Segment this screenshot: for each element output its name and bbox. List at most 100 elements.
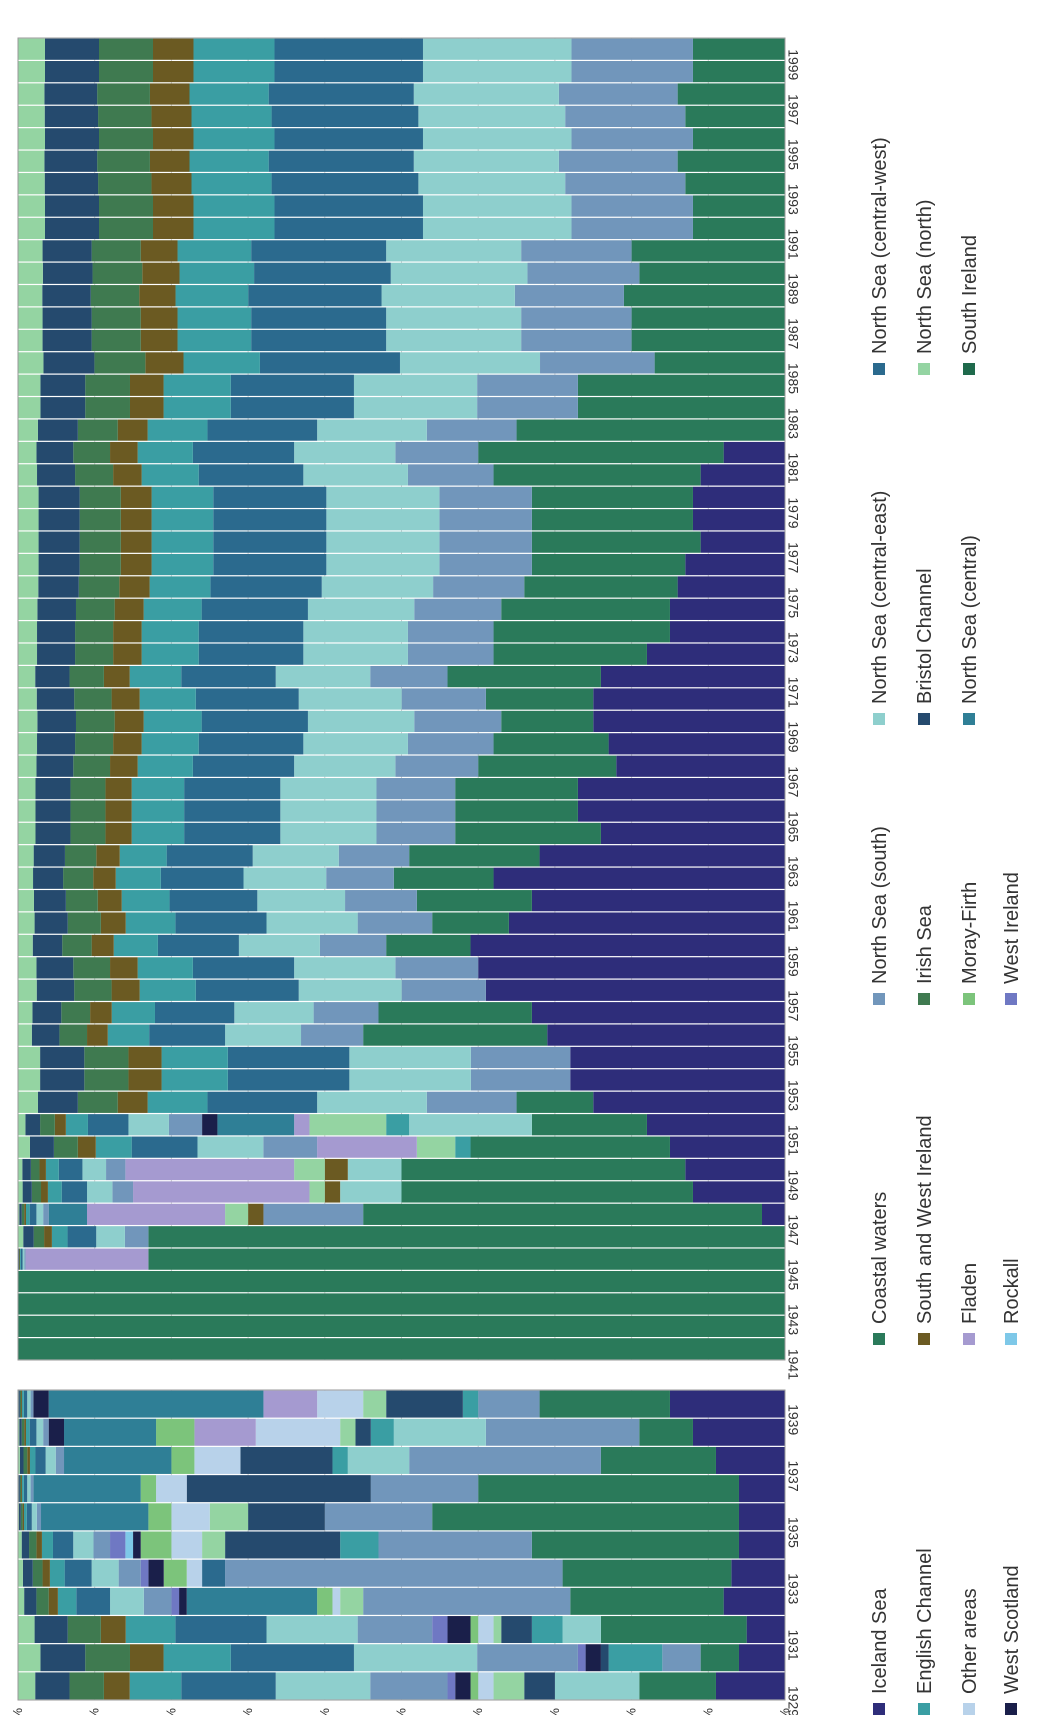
panel2-bar-1971 — [276, 666, 370, 687]
panel1-bar-1931 — [563, 1616, 601, 1643]
panel2-bar-1966 — [105, 778, 131, 799]
panel2-bar-1945 — [20, 1249, 21, 1270]
panel2-bar-1998 — [153, 61, 193, 82]
panel2-bar-1971 — [601, 666, 785, 687]
panel2-bar-1968 — [494, 733, 609, 754]
panel2-bar-1950 — [263, 1137, 317, 1158]
panel2-bar-1965 — [35, 800, 70, 821]
panel2-bar-1972 — [18, 644, 37, 665]
panel2-bar-1995 — [423, 128, 571, 149]
panel2-bar-1988 — [139, 285, 175, 306]
panel2-bar-1965 — [184, 800, 280, 821]
panel2-bar-1963 — [120, 845, 167, 866]
panel2-bar-1979 — [121, 487, 152, 508]
panel2-bar-1957 — [140, 980, 196, 1001]
panel2-bar-1953 — [84, 1069, 128, 1090]
panel2-bar-1963 — [253, 845, 339, 866]
panel2-bar-1985 — [540, 352, 655, 373]
panel2-bar-1978 — [693, 509, 785, 530]
panel1-bar-1938 — [156, 1419, 194, 1446]
panel2-bar-1972 — [408, 644, 494, 665]
panel2-bar-1978 — [439, 509, 532, 530]
panel2-bar-1964 — [184, 823, 280, 844]
panel2-bar-1958 — [36, 957, 73, 978]
x-tick-label: 1971 — [785, 677, 801, 708]
panel2-bar-1957 — [18, 980, 37, 1001]
panel1-bar-1938 — [394, 1419, 486, 1446]
panel2-bar-1974 — [501, 599, 670, 620]
panel1-bar-1932 — [24, 1588, 36, 1615]
panel2-bar-1989 — [93, 263, 143, 284]
panel2-bar-1994 — [269, 151, 414, 172]
panel2-bar-1993 — [272, 173, 419, 194]
panel2-bar-1968 — [142, 733, 199, 754]
panel1-bar-1935 — [32, 1503, 37, 1530]
panel2-bar-1954 — [18, 1047, 40, 1068]
panel2-bar-1949 — [82, 1159, 106, 1180]
panel2-bar-1947 — [36, 1204, 43, 1225]
x-tick-label: 1967 — [785, 766, 801, 797]
panel2-bar-1980 — [303, 464, 408, 485]
panel2-bar-1968 — [75, 733, 113, 754]
panel1-bar-1933 — [50, 1560, 65, 1587]
panel2-bar-1947 — [19, 1204, 21, 1225]
panel1-bar-1938 — [19, 1419, 21, 1446]
panel2-bar-1968 — [37, 733, 75, 754]
panel2-bar-1972 — [37, 644, 75, 665]
panel2-bar-1992 — [153, 195, 193, 216]
panel2-bar-1969 — [76, 711, 115, 732]
panel1-bar-1929 — [555, 1672, 639, 1699]
panel1-bar-1929 — [524, 1672, 555, 1699]
panel2-bar-1987 — [92, 307, 141, 328]
panel2-bar-1955 — [59, 1024, 87, 1045]
panel2-bar-1979 — [80, 487, 121, 508]
panel2-bar-1962 — [161, 868, 244, 889]
panel2-bar-1945 — [21, 1249, 23, 1270]
panel2-bar-1961 — [122, 890, 170, 911]
panel1-bar-1929 — [130, 1672, 182, 1699]
panel2-bar-1970 — [299, 688, 402, 709]
panel2-bar-1950 — [30, 1137, 54, 1158]
panel2-bar-1968 — [199, 733, 304, 754]
panel2-bar-1995 — [153, 128, 193, 149]
panel2-bar-1957 — [112, 980, 140, 1001]
panel1-bar-1938 — [693, 1419, 785, 1446]
panel2-bar-1993 — [18, 173, 45, 194]
panel1-bar-1929 — [18, 1672, 35, 1699]
panel2-bar-1949 — [46, 1159, 59, 1180]
panel2-bar-1983 — [477, 397, 578, 418]
panel1-bar-1937 — [601, 1447, 716, 1474]
panel2-bar-1979 — [39, 487, 80, 508]
panel1-bar-1934 — [739, 1532, 785, 1559]
panel2-bar-1959 — [62, 935, 91, 956]
panel1-bar-1938 — [49, 1419, 64, 1446]
panel2-bar-1977 — [326, 532, 439, 553]
panel2-bar-1949 — [39, 1159, 45, 1180]
panel2-bar-1989 — [254, 263, 391, 284]
panel2-bar-1950 — [132, 1137, 198, 1158]
panel2-bar-1976 — [213, 554, 326, 575]
panel2-bar-1953 — [40, 1069, 84, 1090]
panel2-bar-1949 — [402, 1159, 686, 1180]
panel1-bar-1939 — [21, 1391, 22, 1418]
panel1-bar-1931 — [35, 1616, 68, 1643]
panel2-bar-1982 — [38, 420, 78, 441]
panel1-bar-1937 — [24, 1447, 28, 1474]
panel2-bar-1951 — [217, 1114, 294, 1135]
panel1-bar-1939 — [20, 1391, 21, 1418]
panel1-bar-1934 — [125, 1532, 133, 1559]
panel2-bar-1995 — [193, 128, 274, 149]
panel2-bar-1985 — [94, 352, 145, 373]
panel1-bar-1936 — [24, 1475, 27, 1502]
panel1-bar-1937 — [64, 1447, 171, 1474]
panel2-bar-1951 — [532, 1114, 647, 1135]
panel2-bar-1985 — [145, 352, 183, 373]
panel1-bar-1933 — [225, 1560, 562, 1587]
panel1-bar-1936 — [21, 1475, 22, 1502]
panel2-bar-1980 — [18, 464, 37, 485]
panel2-bar-1970 — [486, 688, 593, 709]
panel2-bar-1965 — [376, 800, 455, 821]
panel2-bar-1969 — [501, 711, 593, 732]
panel2-bar-1979 — [693, 487, 785, 508]
panel2-bar-1944 — [18, 1271, 785, 1292]
